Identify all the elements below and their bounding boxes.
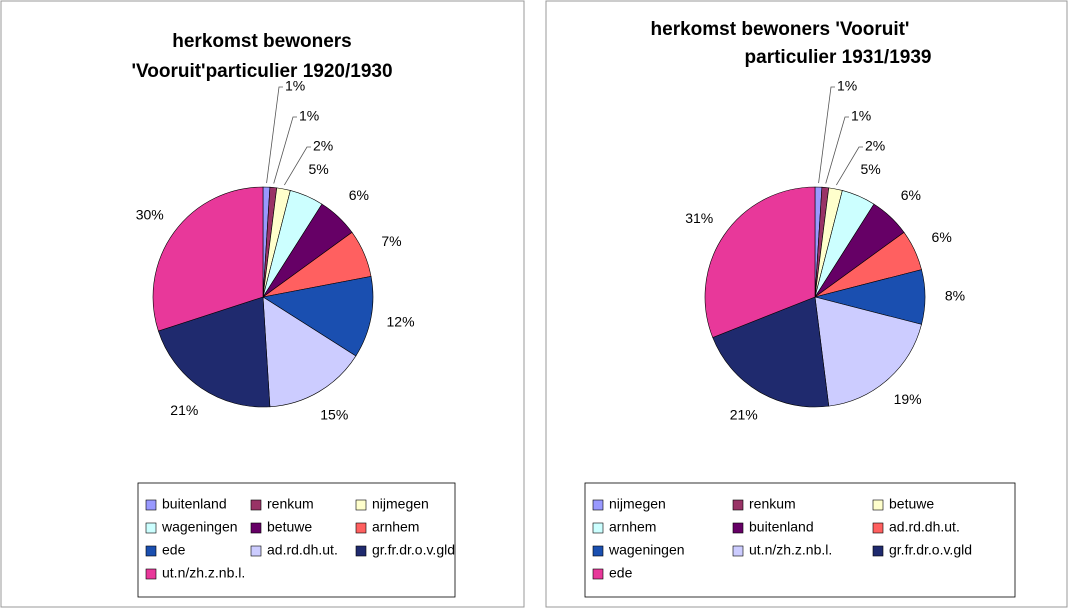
pie-slice: [262, 296, 357, 408]
legend-label: nijmegen: [372, 496, 429, 512]
leader-line: [836, 146, 863, 186]
legend-label: betuwe: [889, 496, 934, 512]
legend-swatch: [145, 499, 157, 511]
legend-swatch: [732, 545, 744, 557]
legend-label: ut.n/zh.z.nb.l.: [162, 565, 245, 581]
data-label: 5%: [308, 161, 328, 177]
chart-title: herkomst bewoners: [172, 31, 352, 52]
leader-line: [273, 116, 297, 184]
pie-slice: [152, 186, 264, 332]
legend-swatch: [592, 499, 604, 511]
legend-swatch: [145, 545, 157, 557]
legend-label: arnhem: [609, 519, 656, 535]
legend-swatch: [355, 499, 367, 511]
data-label: 1%: [837, 78, 857, 94]
legend-swatch: [250, 499, 262, 511]
legend-swatch: [592, 568, 604, 580]
legend-label: renkum: [749, 496, 796, 512]
data-label: 12%: [387, 314, 415, 330]
legend-label: wageningen: [161, 519, 238, 535]
legend-swatch: [355, 545, 367, 557]
legend-swatch: [250, 522, 262, 534]
legend-swatch: [145, 568, 157, 580]
data-label: 30%: [136, 207, 164, 223]
data-label: 21%: [170, 402, 198, 418]
chart-title: herkomst bewoners 'Vooruit': [651, 19, 910, 40]
pie-slice: [814, 296, 922, 407]
data-label: 5%: [860, 161, 880, 177]
legend-label: arnhem: [372, 519, 419, 535]
leader-line: [825, 116, 849, 184]
legend-label: renkum: [267, 496, 314, 512]
legend-label: nijmegen: [609, 496, 666, 512]
legend-swatch: [250, 545, 262, 557]
leader-line: [818, 86, 835, 184]
legend-swatch: [732, 522, 744, 534]
pie-slice: [158, 296, 271, 408]
data-label: 7%: [381, 233, 401, 249]
legend-swatch: [872, 545, 884, 557]
data-label: 6%: [349, 187, 369, 203]
legend-swatch: [872, 499, 884, 511]
chart-title: particulier 1931/1939: [745, 47, 932, 68]
legend-label: ede: [162, 542, 186, 558]
leader-line: [284, 146, 311, 186]
data-label: 31%: [685, 210, 713, 226]
data-label: 2%: [865, 138, 885, 154]
legend-label: ad.rd.dh.ut.: [267, 542, 338, 558]
pie-slice: [712, 296, 830, 408]
data-label: 1%: [285, 78, 305, 94]
legend-label: buitenland: [162, 496, 227, 512]
pie-slice: [704, 186, 816, 338]
data-label: 2%: [313, 138, 333, 154]
legend-swatch: [592, 545, 604, 557]
legend-swatch: [872, 522, 884, 534]
legend-label: buitenland: [749, 519, 814, 535]
data-label: 6%: [901, 187, 921, 203]
legend-label: wageningen: [608, 542, 685, 558]
legend-swatch: [592, 522, 604, 534]
data-label: 19%: [894, 391, 922, 407]
chart-title: 'Vooruit'particulier 1920/1930: [131, 61, 392, 82]
legend-swatch: [732, 499, 744, 511]
pie-slice: [262, 276, 374, 357]
legend-label: ede: [609, 565, 633, 581]
legend-label: ad.rd.dh.ut.: [889, 519, 960, 535]
legend-label: gr.fr.dr.o.v.gld: [372, 542, 455, 558]
legend-swatch: [145, 522, 157, 534]
leader-line: [266, 86, 283, 184]
data-label: 15%: [320, 406, 348, 422]
data-label: 6%: [932, 229, 952, 245]
legend-box: [584, 482, 1016, 598]
legend-label: ut.n/zh.z.nb.l.: [749, 542, 832, 558]
legend-box: [137, 482, 456, 598]
data-label: 1%: [851, 108, 871, 124]
data-label: 21%: [730, 406, 758, 422]
legend-swatch: [355, 522, 367, 534]
data-label: 1%: [299, 108, 319, 124]
legend-label: gr.fr.dr.o.v.gld: [889, 542, 972, 558]
legend-label: betuwe: [267, 519, 312, 535]
data-label: 8%: [945, 288, 965, 304]
